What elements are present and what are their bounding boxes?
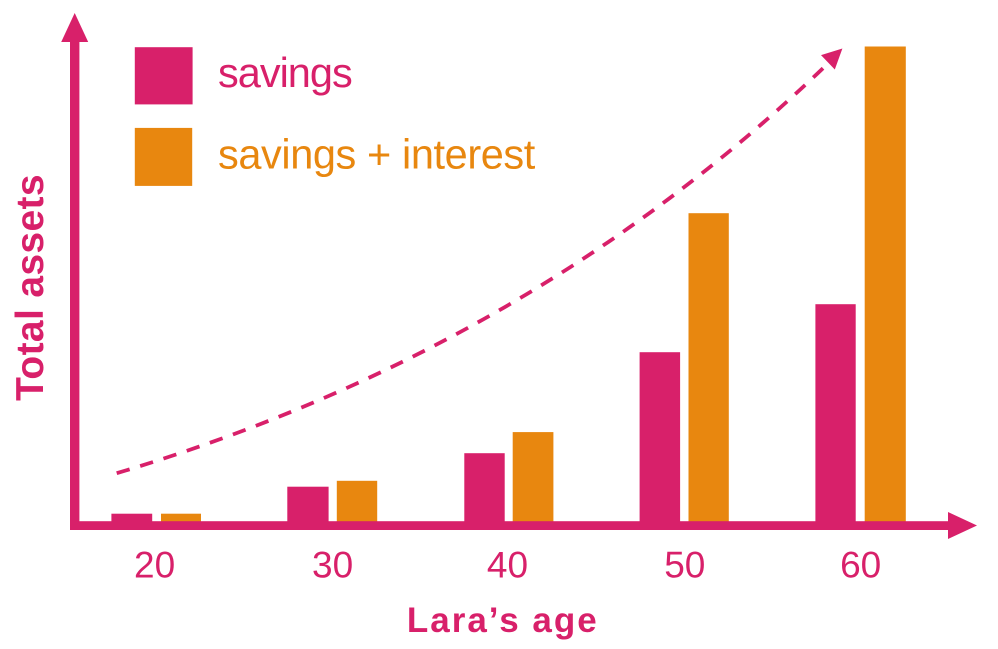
svg-text:savings: savings [218, 49, 352, 96]
svg-text:50: 50 [664, 545, 705, 586]
svg-text:30: 30 [312, 545, 353, 586]
svg-text:40: 40 [487, 545, 528, 586]
svg-text:20: 20 [134, 545, 175, 586]
svg-text:savings + interest: savings + interest [218, 131, 536, 178]
svg-text:Total assets: Total assets [9, 174, 52, 401]
svg-text:60: 60 [840, 545, 881, 586]
svg-text:Lara’s age: Lara’s age [407, 601, 599, 640]
